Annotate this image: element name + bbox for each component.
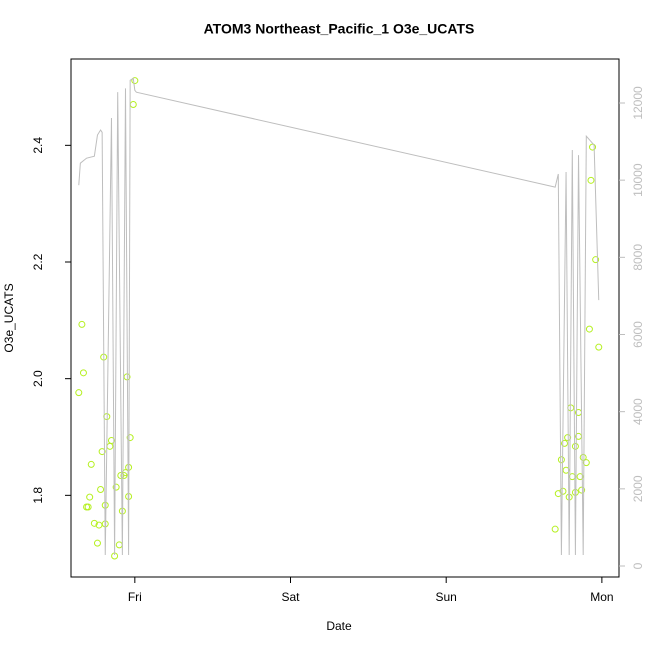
y-tick-label: 1.8 bbox=[31, 487, 45, 504]
data-point bbox=[582, 459, 590, 467]
x-tick-label: Sat bbox=[282, 590, 301, 604]
y2-tick-label: 10000 bbox=[631, 163, 645, 197]
data-point bbox=[559, 487, 567, 495]
data-point bbox=[112, 483, 120, 491]
y-tick-label: 2.4 bbox=[31, 137, 45, 154]
y2-tick-label: 8000 bbox=[631, 244, 645, 271]
altitude-line bbox=[78, 77, 600, 556]
data-point bbox=[578, 486, 586, 494]
data-point bbox=[84, 503, 92, 511]
x-tick-label: Fri bbox=[128, 590, 142, 604]
y2-tick-label: 6000 bbox=[631, 321, 645, 348]
data-point bbox=[562, 466, 570, 474]
data-point bbox=[589, 143, 597, 151]
data-point bbox=[97, 486, 105, 493]
data-point bbox=[78, 320, 86, 328]
y2-tick-label: 12000 bbox=[631, 86, 645, 120]
data-point bbox=[587, 176, 595, 184]
chart-title: ATOM3 Northeast_Pacific_1 O3e_UCATS bbox=[204, 21, 475, 37]
data-point bbox=[75, 389, 83, 397]
data-point bbox=[86, 493, 94, 501]
y-axis-label: O3e_UCATS bbox=[2, 283, 16, 352]
y2-tick-label: 2000 bbox=[631, 475, 645, 502]
data-point bbox=[564, 434, 572, 442]
data-point bbox=[107, 437, 115, 444]
data-point bbox=[90, 519, 98, 527]
data-point bbox=[571, 442, 579, 450]
plot-frame bbox=[70, 58, 620, 578]
data-point bbox=[93, 539, 101, 547]
x-tick-label: Sun bbox=[436, 590, 457, 604]
data-point bbox=[79, 369, 87, 377]
y2-tick-label: 0 bbox=[631, 562, 645, 569]
data-point bbox=[551, 525, 559, 533]
y-tick-label: 2.2 bbox=[31, 253, 45, 270]
data-point bbox=[98, 448, 106, 456]
x-tick-label: Mon bbox=[590, 590, 613, 604]
x-axis-label: Date bbox=[326, 619, 352, 633]
data-point bbox=[585, 325, 593, 333]
data-point bbox=[557, 456, 565, 464]
data-point bbox=[126, 434, 134, 442]
data-point bbox=[592, 256, 600, 264]
data-point bbox=[576, 473, 584, 481]
data-point bbox=[579, 453, 587, 461]
data-point bbox=[561, 439, 569, 447]
y-tick-label: 2.0 bbox=[31, 370, 45, 387]
data-point bbox=[131, 77, 139, 85]
y2-tick-label: 4000 bbox=[631, 398, 645, 425]
data-point bbox=[87, 460, 95, 468]
data-point bbox=[595, 343, 603, 351]
